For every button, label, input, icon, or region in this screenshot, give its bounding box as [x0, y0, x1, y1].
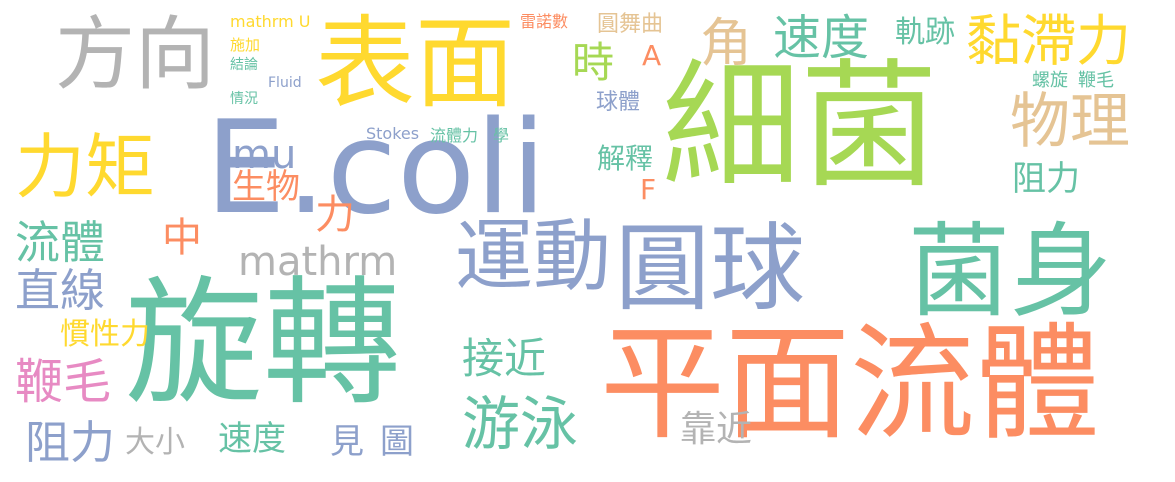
word-physics: 物理 — [1010, 87, 1130, 157]
word-body: 菌身 — [908, 213, 1112, 332]
word-fluid-en: Fluid — [268, 75, 302, 91]
word-mu: mu — [232, 132, 297, 178]
word-viscous-force: 黏滯力 — [966, 9, 1132, 73]
word-figure: 圖 — [380, 422, 414, 462]
word-inertial-force: 慣性力 — [60, 317, 150, 352]
word-ecoli: E.coli — [205, 94, 547, 243]
word-drag-right: 阻力 — [1012, 159, 1080, 199]
word-reynolds: 雷諾數 — [520, 12, 569, 31]
word-planar-fluid: 平面流體 — [600, 312, 1100, 457]
word-force: 力 — [315, 192, 355, 238]
word-magnitude: 大小 — [125, 425, 185, 460]
word-flagella-right: 鞭毛 — [1078, 70, 1114, 91]
word-sphere: 圓球 — [615, 214, 806, 324]
word-spiral: 螺旋 — [1032, 70, 1068, 91]
word-sphere-body: 球體 — [596, 90, 641, 115]
word-rotation: 旋轉 — [125, 263, 402, 424]
word-approach: 接近 — [462, 334, 547, 383]
word-mathrm-mid: mathrm — [238, 239, 398, 285]
word-mathrm-u: mathrm U — [230, 12, 311, 31]
word-bacteria: 細菌 — [662, 46, 939, 207]
word-fluid: 流體 — [15, 216, 106, 269]
word-velocity-bottom: 速度 — [218, 419, 286, 459]
word-explain: 解釋 — [597, 142, 654, 175]
word-time: 時 — [572, 38, 615, 87]
word-waltz: 圓舞曲 — [597, 12, 664, 37]
word-situation: 情況 — [230, 91, 258, 107]
word-letter-F: F — [640, 173, 657, 206]
word-straight-line: 直線 — [15, 264, 106, 317]
word-trajectory: 軌跡 — [895, 15, 955, 50]
word-drag-left: 阻力 — [25, 416, 116, 469]
word-flagella-left: 鞭毛 — [15, 354, 112, 410]
word-near: 靠近 — [680, 409, 753, 450]
word-stokes: Stokes — [366, 124, 420, 143]
word-biology: 生物 — [232, 167, 300, 207]
word-study: 學 — [493, 126, 510, 145]
word-surface: 表面 — [315, 5, 515, 122]
word-apply: 施加 — [230, 36, 261, 54]
word-see: 見 — [330, 422, 364, 462]
word-velocity-top: 速度 — [773, 10, 870, 66]
word-direction: 方向 — [55, 8, 215, 101]
word-middle: 中 — [162, 215, 202, 261]
word-angle: 角 — [700, 14, 753, 74]
word-torque: 力矩 — [15, 126, 155, 208]
word-letter-A: A — [642, 39, 662, 72]
word-fluid-force: 流體力 — [430, 126, 479, 145]
word-swim: 游泳 — [462, 390, 579, 458]
word-motion: 運動 — [455, 212, 612, 302]
word-conclusion: 結論 — [230, 57, 258, 73]
